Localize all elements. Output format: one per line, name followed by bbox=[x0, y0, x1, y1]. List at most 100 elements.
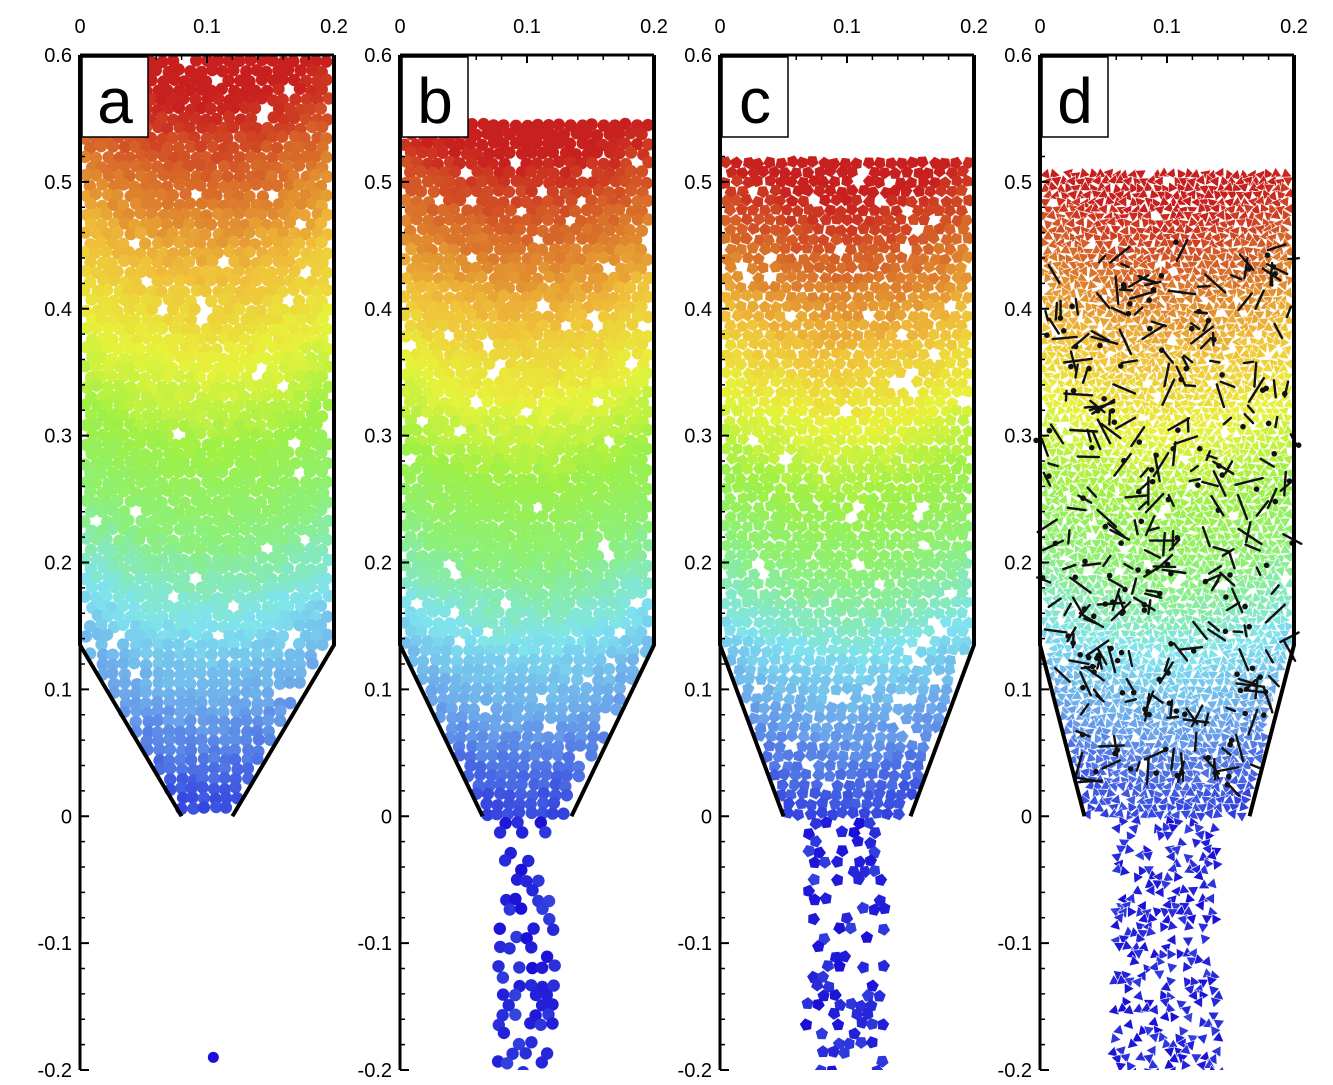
particle bbox=[824, 165, 837, 178]
particle bbox=[305, 255, 319, 268]
particle bbox=[80, 419, 93, 432]
particle bbox=[735, 549, 748, 562]
particle bbox=[188, 131, 201, 144]
particle bbox=[537, 530, 550, 543]
particle bbox=[934, 509, 947, 523]
particle bbox=[300, 609, 313, 622]
particle bbox=[438, 510, 451, 523]
particle bbox=[506, 643, 520, 657]
particle bbox=[856, 376, 869, 389]
particle bbox=[740, 576, 753, 589]
particle bbox=[768, 605, 781, 619]
particle bbox=[481, 281, 494, 295]
particle bbox=[823, 338, 836, 351]
particle bbox=[835, 625, 848, 638]
particle bbox=[80, 494, 93, 507]
particle bbox=[961, 502, 974, 515]
particle bbox=[493, 922, 506, 935]
particle bbox=[438, 654, 452, 667]
particle bbox=[240, 667, 253, 680]
particle bbox=[876, 662, 889, 676]
particle bbox=[939, 214, 952, 227]
particle bbox=[878, 281, 891, 293]
particle bbox=[613, 433, 626, 446]
particle bbox=[144, 398, 158, 412]
particle bbox=[536, 549, 549, 563]
particle bbox=[273, 618, 286, 631]
particle bbox=[746, 241, 760, 254]
particle bbox=[102, 169, 115, 182]
particle bbox=[957, 337, 970, 350]
particle bbox=[463, 644, 476, 657]
particle bbox=[294, 313, 308, 326]
particle bbox=[144, 188, 157, 201]
particle bbox=[210, 532, 224, 546]
particle bbox=[232, 92, 246, 105]
particle bbox=[741, 634, 755, 647]
particle bbox=[880, 644, 893, 657]
particle bbox=[629, 576, 643, 590]
particle bbox=[803, 261, 816, 274]
particle bbox=[815, 643, 828, 656]
particle bbox=[918, 481, 931, 493]
particle bbox=[415, 203, 429, 217]
particle bbox=[195, 639, 208, 652]
particle bbox=[272, 542, 285, 555]
particle bbox=[857, 222, 870, 235]
particle bbox=[857, 702, 870, 715]
particle bbox=[255, 609, 269, 623]
particle bbox=[830, 423, 842, 437]
particle bbox=[729, 213, 743, 226]
particle bbox=[232, 361, 245, 374]
particle bbox=[841, 271, 854, 285]
particle bbox=[320, 151, 333, 164]
particle bbox=[552, 118, 566, 131]
particle bbox=[885, 789, 898, 802]
particle bbox=[940, 501, 954, 515]
particle bbox=[91, 340, 105, 354]
particle bbox=[239, 734, 253, 747]
particle bbox=[910, 721, 923, 734]
particle bbox=[892, 703, 905, 716]
particle bbox=[220, 791, 233, 805]
particle bbox=[808, 328, 821, 341]
particle bbox=[597, 157, 610, 171]
particle bbox=[309, 551, 322, 565]
particle bbox=[206, 63, 219, 77]
particle bbox=[823, 626, 836, 639]
particle bbox=[906, 557, 919, 570]
particle bbox=[524, 165, 538, 178]
particle bbox=[873, 740, 886, 753]
particle bbox=[945, 167, 958, 180]
particle bbox=[796, 596, 809, 609]
particle bbox=[190, 284, 203, 297]
particle bbox=[292, 648, 306, 661]
particle bbox=[195, 733, 208, 747]
particle bbox=[819, 194, 832, 207]
particle bbox=[499, 731, 513, 744]
particle bbox=[497, 310, 510, 323]
particle bbox=[311, 515, 324, 528]
particle bbox=[781, 472, 793, 485]
particle bbox=[250, 352, 263, 365]
particle bbox=[913, 606, 925, 619]
particle bbox=[846, 338, 859, 351]
particle bbox=[866, 979, 879, 992]
particle bbox=[1278, 195, 1290, 209]
particle bbox=[720, 309, 731, 323]
particle bbox=[818, 616, 831, 629]
particle bbox=[204, 581, 218, 594]
particle bbox=[86, 350, 99, 363]
particle bbox=[289, 551, 302, 564]
particle bbox=[194, 159, 207, 172]
particle bbox=[830, 989, 842, 1002]
particle bbox=[720, 463, 732, 476]
particle bbox=[944, 243, 957, 256]
particle bbox=[207, 561, 220, 574]
particle bbox=[720, 385, 733, 398]
particle bbox=[813, 568, 826, 581]
y-tick-label: 0.6 bbox=[44, 45, 72, 67]
particle bbox=[885, 270, 898, 283]
particle bbox=[238, 697, 252, 710]
particle bbox=[145, 170, 158, 183]
